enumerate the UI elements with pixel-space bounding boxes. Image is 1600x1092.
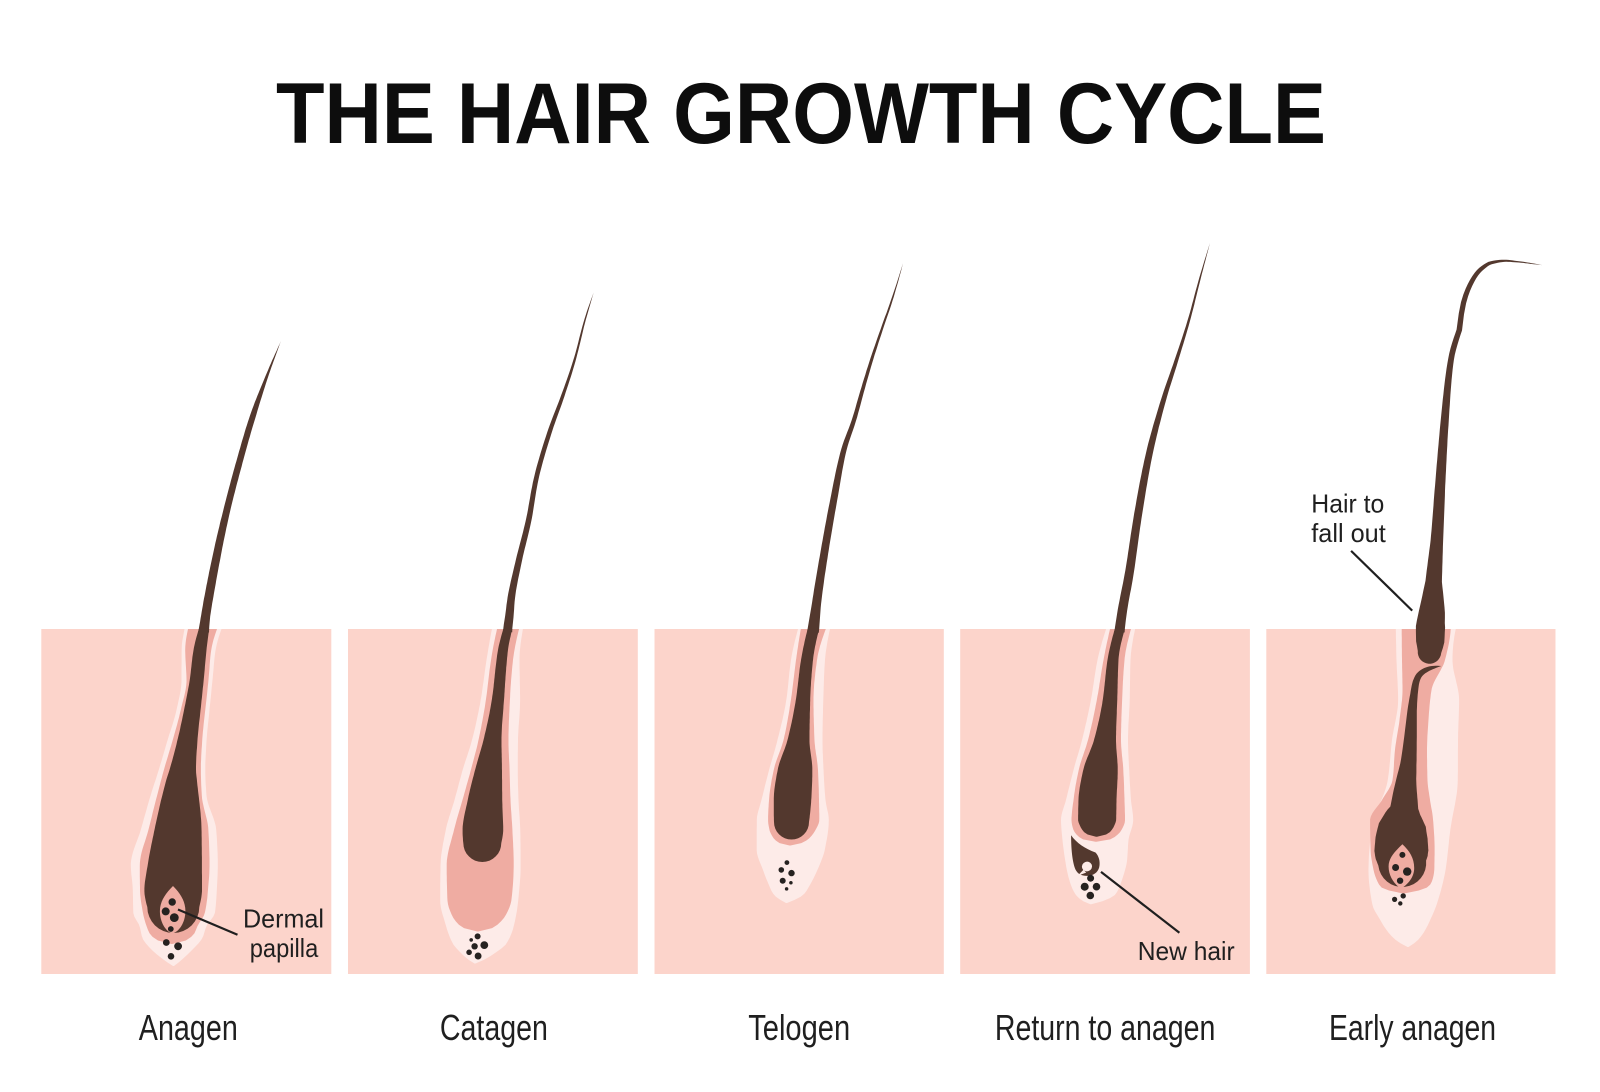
- svg-text:papilla: papilla: [250, 933, 319, 963]
- svg-text:Hair to: Hair to: [1311, 489, 1384, 519]
- svg-text:THE HAIR GROWTH CYCLE: THE HAIR GROWTH CYCLE: [276, 66, 1326, 162]
- svg-text:New hair: New hair: [1138, 936, 1235, 966]
- svg-text:Early anagen: Early anagen: [1329, 1007, 1496, 1048]
- svg-text:Dermal: Dermal: [243, 904, 324, 934]
- svg-text:fall out: fall out: [1311, 518, 1386, 548]
- svg-text:Catagen: Catagen: [440, 1007, 548, 1048]
- svg-text:Anagen: Anagen: [139, 1007, 238, 1048]
- svg-text:Telogen: Telogen: [748, 1007, 850, 1048]
- svg-text:Return to anagen: Return to anagen: [995, 1007, 1216, 1048]
